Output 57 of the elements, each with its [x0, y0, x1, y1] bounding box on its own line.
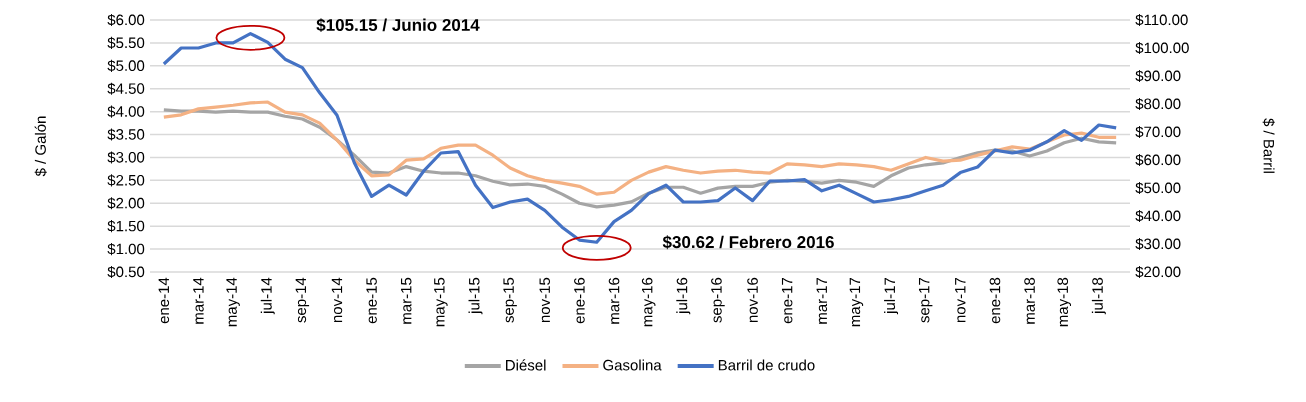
y2-tick-label: $80.00 — [1135, 97, 1181, 111]
x-tick-label: jul-14 — [260, 277, 275, 315]
annotation: $105.15 / Junio 2014 — [316, 18, 480, 33]
legend-label: Diésel — [506, 359, 546, 371]
x-tick-label: mar-17 — [816, 277, 828, 324]
x-tick-label: jul-15 — [468, 277, 483, 315]
x-tick-label: may-16 — [641, 277, 656, 327]
y2-tick-label: $110.00 — [1135, 13, 1188, 27]
x-tick-label: jul-17 — [884, 277, 899, 315]
y2-tick-label: $40.00 — [1135, 209, 1181, 223]
x-tick-label: sep-14 — [295, 277, 310, 323]
y-tick-label: $2.50 — [107, 174, 145, 187]
legend-label: Barril de crudo — [718, 359, 815, 371]
y-tick-label: $3.00 — [107, 151, 145, 164]
x-tick-label: nov-16 — [747, 277, 758, 323]
x-tick-label: may-17 — [849, 277, 864, 327]
y2-tick-label: $20.00 — [1135, 265, 1181, 279]
x-tick-label: ene-17 — [781, 277, 793, 324]
x-tick-label: nov-15 — [539, 277, 550, 323]
x-tick-label: ene-14 — [158, 277, 170, 324]
y2-axis-title: $ / Barril — [1262, 118, 1275, 173]
x-tick-label: jul-18 — [1091, 277, 1106, 315]
y2-tick-label: $30.00 — [1135, 237, 1181, 251]
y-tick-label: $2.00 — [107, 197, 145, 210]
x-tick-label: sep-16 — [711, 277, 725, 323]
y2-tick-label: $100.00 — [1135, 41, 1189, 55]
y-tick-label: $5.00 — [107, 59, 145, 72]
x-tick-label: ene-15 — [366, 277, 377, 324]
x-tick-label: may-14 — [226, 277, 240, 327]
y2-tick-label: $70.00 — [1135, 125, 1181, 139]
y-tick-label: $4.50 — [107, 82, 145, 95]
y2-tick-label: $90.00 — [1135, 69, 1181, 83]
y2-tick-label: $50.00 — [1135, 181, 1181, 195]
x-tick-label: mar-18 — [1024, 277, 1035, 324]
annotation: $30.62 / Febrero 2016 — [662, 235, 834, 250]
x-tick-label: mar-14 — [193, 277, 204, 324]
x-tick-label: nov-17 — [955, 277, 966, 323]
x-tick-label: mar-15 — [401, 277, 412, 324]
y-tick-label: $3.50 — [107, 128, 145, 141]
x-tick-label: sep-15 — [503, 277, 517, 323]
legend-label: Gasolina — [603, 359, 662, 371]
y-tick-label: $5.50 — [107, 36, 145, 49]
y-tick-label: $4.00 — [107, 105, 145, 118]
x-tick-label: may-15 — [434, 277, 448, 327]
x-tick-label: may-18 — [1057, 277, 1071, 327]
x-tick-label: mar-16 — [608, 277, 620, 324]
y2-tick-label: $60.00 — [1135, 153, 1181, 167]
y-tick-label: $0.50 — [107, 265, 145, 279]
y-tick-label: $1.50 — [107, 220, 145, 233]
x-tick-label: ene-18 — [989, 277, 1001, 324]
x-tick-label: nov-14 — [331, 277, 343, 323]
y-tick-label: $6.00 — [107, 13, 145, 27]
y-tick-label: $1.00 — [107, 243, 145, 256]
y-axis-title: $ / Galón — [34, 116, 47, 177]
x-tick-label: jul-16 — [676, 277, 691, 315]
x-tick-label: sep-17 — [918, 277, 933, 323]
x-tick-label: ene-16 — [574, 277, 585, 324]
